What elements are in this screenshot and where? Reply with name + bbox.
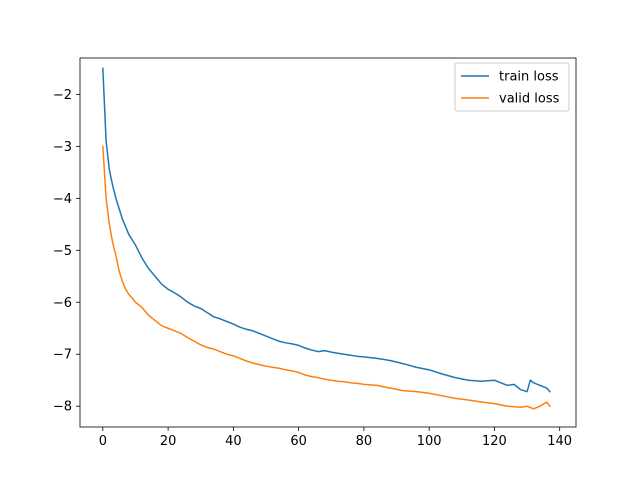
series-layer [102,67,551,410]
y-tick-label: −5 [53,244,72,259]
y-tick-label: −6 [53,296,72,311]
x-tick-label: 20 [160,434,177,449]
y-tick-label: −7 [53,348,72,363]
x-tick-label: 0 [99,434,107,449]
series-line-valid-loss [102,145,551,410]
y-axis: −8 −7 −6 −5 −4 −3 −2 [53,88,80,415]
x-tick-label: 140 [547,434,572,449]
x-tick-label: 120 [482,434,507,449]
legend: train loss valid loss [454,62,570,112]
y-tick-label: −2 [53,88,72,103]
legend-box [454,62,570,112]
y-tick-label: −4 [53,192,72,207]
y-tick-label: −8 [53,400,72,415]
y-tick-label: −3 [53,140,72,155]
series-line-train-loss [102,67,551,393]
x-tick-label: 80 [356,434,373,449]
x-axis: 0 20 40 60 80 100 120 140 [99,427,572,449]
x-tick-label: 100 [417,434,442,449]
legend-label: valid loss [499,92,560,107]
x-tick-label: 40 [225,434,242,449]
x-tick-label: 60 [290,434,307,449]
legend-label: train loss [499,70,559,85]
plot-frame [79,57,577,428]
